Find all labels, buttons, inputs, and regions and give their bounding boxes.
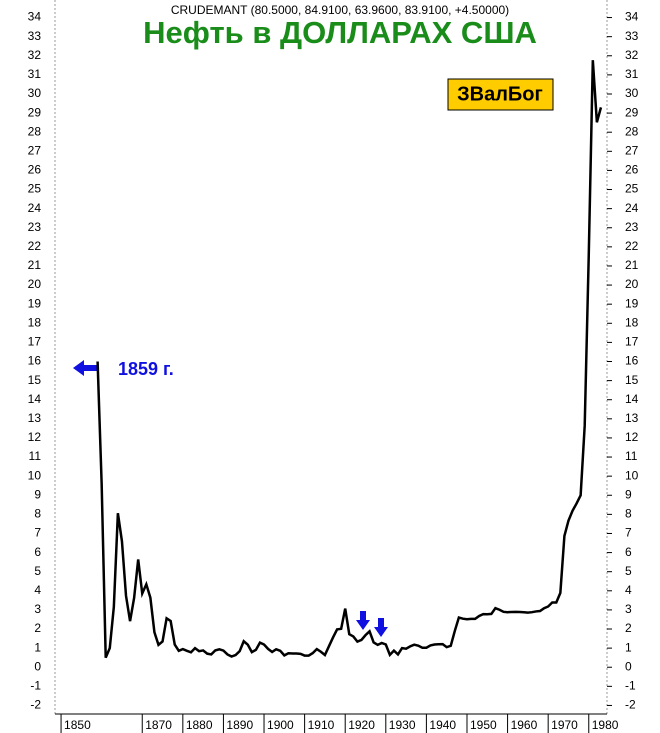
y-tick-label-right: 1	[625, 640, 632, 654]
y-tick-label-right: 8	[625, 507, 632, 521]
badge-box	[447, 78, 554, 111]
y-tick-label-right: -1	[625, 679, 636, 693]
x-tick-label: 1970	[551, 718, 578, 732]
y-tick-label: 11	[29, 449, 42, 463]
y-tick-label: 6	[34, 545, 41, 559]
y-tick-label: 12	[28, 430, 42, 444]
y-tick-label-right: 34	[625, 10, 639, 24]
x-tick-label: 1850	[64, 718, 91, 732]
y-tick-label: 23	[28, 220, 42, 234]
y-tick-label-right: 10	[625, 468, 639, 482]
y-tick-label: 21	[28, 258, 42, 272]
annotation: 1859 г.	[118, 359, 174, 379]
x-tick-label: 1910	[308, 718, 335, 732]
y-tick-label-right: 23	[625, 220, 639, 234]
y-tick-label-right: 28	[625, 124, 639, 138]
arrow-down	[374, 618, 388, 637]
y-tick-label-right: 21	[625, 258, 639, 272]
y-tick-label-right: 9	[625, 487, 632, 501]
y-tick-label-right: 15	[625, 373, 639, 387]
y-tick-label: 28	[28, 124, 42, 138]
y-tick-label: 3	[34, 602, 41, 616]
y-tick-label-right: 26	[625, 163, 639, 177]
y-tick-label: 33	[28, 29, 42, 43]
y-tick-label-right: 14	[625, 392, 639, 406]
y-tick-label-right: 12	[625, 430, 639, 444]
y-tick-label-right: 20	[625, 277, 639, 291]
y-tick-label-right: 11	[625, 449, 638, 463]
y-tick-label-right: 32	[625, 48, 639, 62]
y-tick-label: 18	[28, 315, 42, 329]
y-tick-label-right: 0	[625, 659, 632, 673]
y-tick-label: 1	[34, 640, 41, 654]
y-tick-label-right: 16	[625, 354, 639, 368]
y-tick-label-right: 24	[625, 201, 639, 215]
y-tick-label-right: 29	[625, 105, 639, 119]
y-tick-label: 29	[28, 105, 42, 119]
y-tick-label: 8	[34, 507, 41, 521]
y-tick-label-right: 33	[625, 29, 639, 43]
chart-title: Нефть в ДОЛЛАРАХ США	[143, 15, 537, 50]
x-tick-label: 1900	[267, 718, 294, 732]
y-tick-label-right: 18	[625, 315, 639, 329]
y-tick-label-right: 25	[625, 182, 639, 196]
y-tick-label: 15	[28, 373, 42, 387]
y-tick-label: 26	[28, 163, 42, 177]
y-tick-label: 0	[34, 659, 41, 673]
x-tick-label: 1940	[429, 718, 456, 732]
y-tick-label: 19	[28, 296, 42, 310]
y-tick-label: 5	[34, 564, 41, 578]
y-tick-label: 7	[34, 526, 41, 540]
y-tick-label-right: 30	[625, 86, 639, 100]
y-tick-label-right: 27	[625, 143, 639, 157]
y-tick-label-right: 17	[625, 335, 639, 349]
y-tick-label: 10	[28, 468, 42, 482]
y-tick-label-right: -2	[625, 698, 636, 712]
y-tick-label: 13	[28, 411, 42, 425]
price-line	[96, 60, 603, 659]
y-tick-label: 20	[28, 277, 42, 291]
y-tick-label: 9	[34, 487, 41, 501]
y-tick-label-right: 4	[625, 583, 632, 597]
y-tick-label-right: 5	[625, 564, 632, 578]
y-tick-label: 27	[28, 143, 42, 157]
y-tick-label-right: 13	[625, 411, 639, 425]
arrow-left	[73, 360, 98, 376]
y-tick-label: 30	[28, 86, 42, 100]
x-tick-label: 1920	[348, 718, 375, 732]
subtitle: CRUDEMANT (80.5000, 84.9100, 63.9600, 83…	[171, 3, 509, 17]
y-tick-label: 16	[28, 354, 42, 368]
y-tick-label: 31	[28, 67, 42, 81]
x-tick-label: 1960	[511, 718, 538, 732]
y-tick-label: 17	[28, 335, 42, 349]
y-tick-label: 32	[28, 48, 42, 62]
y-tick-label-right: 19	[625, 296, 639, 310]
y-tick-label-right: 6	[625, 545, 632, 559]
x-tick-label: 1880	[186, 718, 213, 732]
y-tick-label-right: 3	[625, 602, 632, 616]
y-tick-label-right: 22	[625, 239, 639, 253]
arrow-down	[356, 611, 370, 630]
y-tick-label: 25	[28, 182, 42, 196]
x-tick-label: 1930	[389, 718, 416, 732]
y-tick-label: -1	[30, 679, 41, 693]
y-tick-label: 22	[28, 239, 42, 253]
x-tick-label: 1890	[226, 718, 253, 732]
y-tick-label: 24	[28, 201, 42, 215]
y-tick-label: 2	[34, 621, 41, 635]
x-tick-label: 1870	[145, 718, 172, 732]
x-tick-label: 1980	[592, 718, 619, 732]
y-tick-label-right: 2	[625, 621, 632, 635]
y-tick-label: -2	[30, 698, 41, 712]
y-tick-label: 14	[28, 392, 42, 406]
y-tick-label-right: 7	[625, 526, 632, 540]
x-tick-label: 1950	[470, 718, 497, 732]
badge: ЗВалБог	[457, 83, 543, 105]
y-tick-label: 4	[34, 583, 41, 597]
y-tick-label: 34	[28, 10, 42, 24]
y-tick-label-right: 31	[625, 67, 639, 81]
